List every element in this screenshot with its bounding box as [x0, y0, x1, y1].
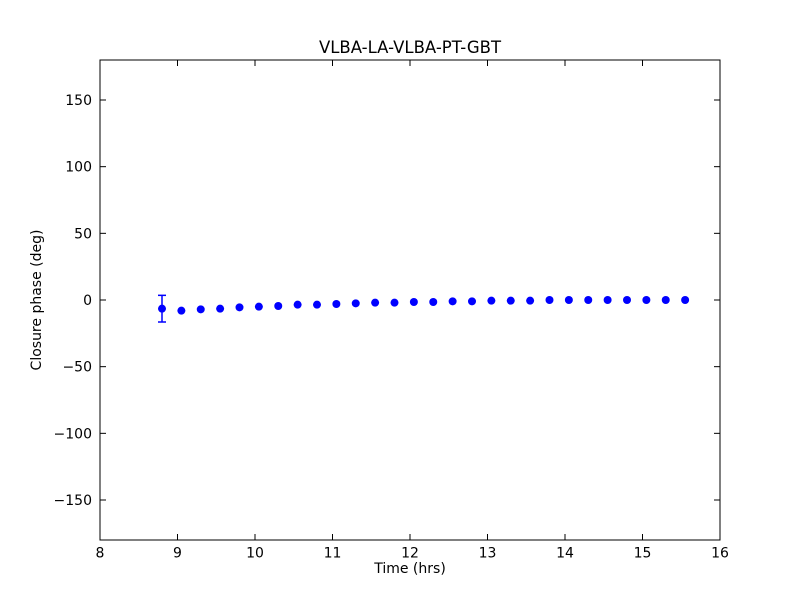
data-point	[526, 296, 535, 305]
data-point	[351, 299, 360, 308]
x-tick-label: 12	[401, 546, 419, 562]
data-point	[661, 296, 670, 304]
x-tick-label: 15	[634, 546, 652, 562]
x-tick-label: 8	[96, 546, 105, 562]
data-point	[235, 303, 244, 312]
y-axis-label: Closure phase (deg)	[29, 229, 45, 371]
data-point	[313, 300, 321, 309]
data-point	[371, 298, 380, 307]
data-point	[545, 296, 554, 304]
data-point	[623, 296, 631, 304]
data-point	[642, 296, 651, 304]
data-point	[332, 300, 341, 308]
x-tick-label: 16	[711, 546, 729, 562]
data-point	[158, 304, 166, 313]
x-tick-label: 10	[246, 546, 264, 562]
data-point	[254, 302, 263, 311]
x-tick-label: 11	[324, 546, 342, 562]
x-tick-label: 14	[556, 546, 574, 562]
data-point	[409, 298, 418, 306]
data-point	[506, 296, 515, 305]
x-axis-label: Time (hrs)	[374, 561, 446, 577]
data-point	[448, 297, 457, 306]
data-point	[487, 296, 496, 305]
x-tick-label: 9	[173, 546, 182, 562]
y-tick-label: 100	[65, 160, 92, 176]
y-tick-label: 0	[83, 293, 92, 309]
data-point	[390, 298, 399, 307]
y-tick-label: 50	[74, 226, 92, 242]
data-point	[274, 302, 283, 310]
data-point	[564, 296, 573, 304]
data-point	[196, 305, 205, 314]
data-point	[681, 296, 690, 304]
data-point	[429, 298, 438, 306]
data-point	[216, 304, 225, 313]
y-tick-label: −100	[54, 426, 92, 442]
y-tick-label: −50	[62, 360, 92, 376]
y-tick-label: −150	[54, 493, 92, 509]
chart-title: VLBA-LA-VLBA-PT-GBT	[318, 38, 502, 57]
x-tick-label: 13	[479, 546, 497, 562]
data-point	[584, 296, 593, 304]
data-point	[177, 306, 186, 315]
data-point	[468, 297, 476, 306]
y-tick-label: 150	[65, 93, 92, 109]
data-point	[293, 300, 302, 309]
data-point	[603, 296, 612, 304]
